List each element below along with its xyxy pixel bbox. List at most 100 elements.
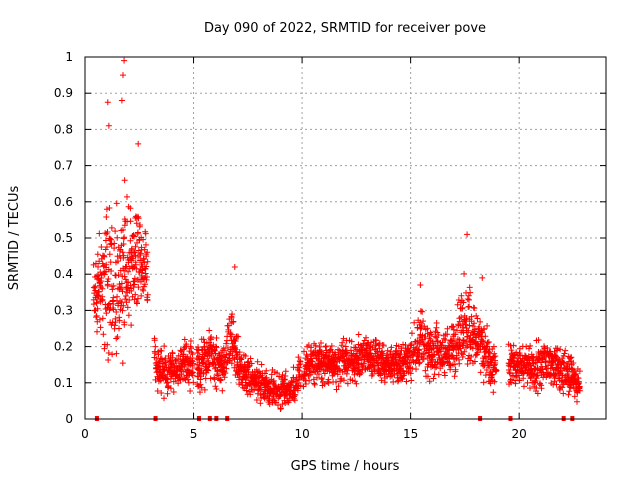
data-point: [512, 380, 519, 387]
data-point: [108, 267, 115, 274]
data-point: [139, 286, 146, 293]
y-tick-label: 0: [65, 412, 73, 426]
data-point: [408, 341, 415, 348]
x-tick-label: 10: [294, 427, 309, 441]
data-point: [471, 326, 478, 333]
data-point: [407, 370, 414, 377]
data-point: [485, 339, 492, 346]
data-point: [432, 333, 439, 340]
data-point: [104, 228, 111, 235]
data-point: [566, 388, 573, 395]
data-point: [348, 338, 355, 345]
data-point: [434, 337, 441, 344]
data-point: [121, 222, 128, 229]
data-point: [416, 360, 423, 367]
y-tick-label: 0.9: [54, 86, 73, 100]
data-point: [311, 381, 318, 388]
y-tick-label: 0.7: [54, 159, 73, 173]
data-point: [317, 340, 324, 347]
x-tick-label: 15: [403, 427, 418, 441]
data-point: [121, 273, 128, 280]
data-point: [110, 306, 117, 313]
data-point: [114, 334, 121, 341]
data-point: [421, 323, 428, 330]
data-point: [216, 352, 223, 359]
data-point: [200, 336, 207, 343]
data-point: [155, 378, 162, 385]
data-point: [417, 325, 424, 332]
tick-labels: 00.10.20.30.40.50.60.70.80.910 5 10 15 20: [54, 50, 527, 441]
axis-ticks: [84, 56, 606, 420]
data-point: [126, 297, 133, 304]
data-point: [131, 278, 138, 285]
data-point: [140, 236, 147, 243]
data-point: [296, 367, 303, 374]
data-point: [377, 369, 384, 376]
peak-point: [231, 263, 238, 270]
data-point: [475, 332, 482, 339]
data-point: [288, 379, 295, 386]
data-point: [118, 280, 125, 287]
data-point: [103, 243, 110, 250]
data-point: [131, 281, 138, 288]
data-point: [559, 384, 566, 391]
x-axis-label: GPS time / hours: [291, 459, 400, 474]
data-point: [358, 370, 365, 377]
data-point: [110, 294, 117, 301]
data-point: [123, 193, 130, 200]
data-point: [291, 397, 298, 404]
data-point: [108, 224, 115, 231]
data-point: [101, 253, 108, 260]
data-point: [141, 259, 148, 266]
data-point: [290, 364, 297, 371]
data-point: [463, 315, 470, 322]
data-point: [355, 331, 362, 338]
data-point: [196, 353, 203, 360]
data-point: [430, 375, 437, 382]
data-point: [451, 373, 458, 380]
data-point: [342, 343, 349, 350]
data-point: [425, 349, 432, 356]
data-point: [473, 312, 480, 319]
data-point: [101, 271, 108, 278]
data-point: [261, 370, 268, 377]
data-point: [462, 321, 469, 328]
data-point: [373, 337, 380, 344]
data-point: [109, 351, 116, 358]
data-point: [392, 356, 399, 363]
data-point: [185, 376, 192, 383]
data-point: [236, 371, 243, 378]
data-point: [441, 360, 448, 367]
data-point: [106, 204, 113, 211]
data-point: [112, 272, 119, 279]
peak-point: [121, 57, 128, 64]
data-point: [471, 358, 478, 365]
data-point: [208, 333, 215, 340]
data-point: [119, 249, 126, 256]
data-point: [441, 372, 448, 379]
data-point: [333, 386, 340, 393]
data-point: [492, 359, 499, 366]
data-point: [243, 387, 250, 394]
data-point: [245, 363, 252, 370]
data-point: [135, 215, 142, 222]
data-point: [227, 330, 234, 337]
data-point: [248, 360, 255, 367]
data-point: [135, 284, 142, 291]
data-point: [132, 291, 139, 298]
data-point: [121, 234, 128, 241]
data-point: [301, 371, 308, 378]
data-point: [110, 300, 117, 307]
data-point: [228, 360, 235, 367]
data-point: [534, 390, 541, 397]
data-point: [268, 371, 275, 378]
data-point: [337, 367, 344, 374]
data-point: [482, 372, 489, 379]
data-point: [201, 386, 208, 393]
data-point: [302, 380, 309, 387]
data-point: [119, 307, 126, 314]
data-point: [483, 367, 490, 374]
data-point: [538, 385, 545, 392]
data-point: [96, 316, 103, 323]
data-point: [347, 347, 354, 354]
